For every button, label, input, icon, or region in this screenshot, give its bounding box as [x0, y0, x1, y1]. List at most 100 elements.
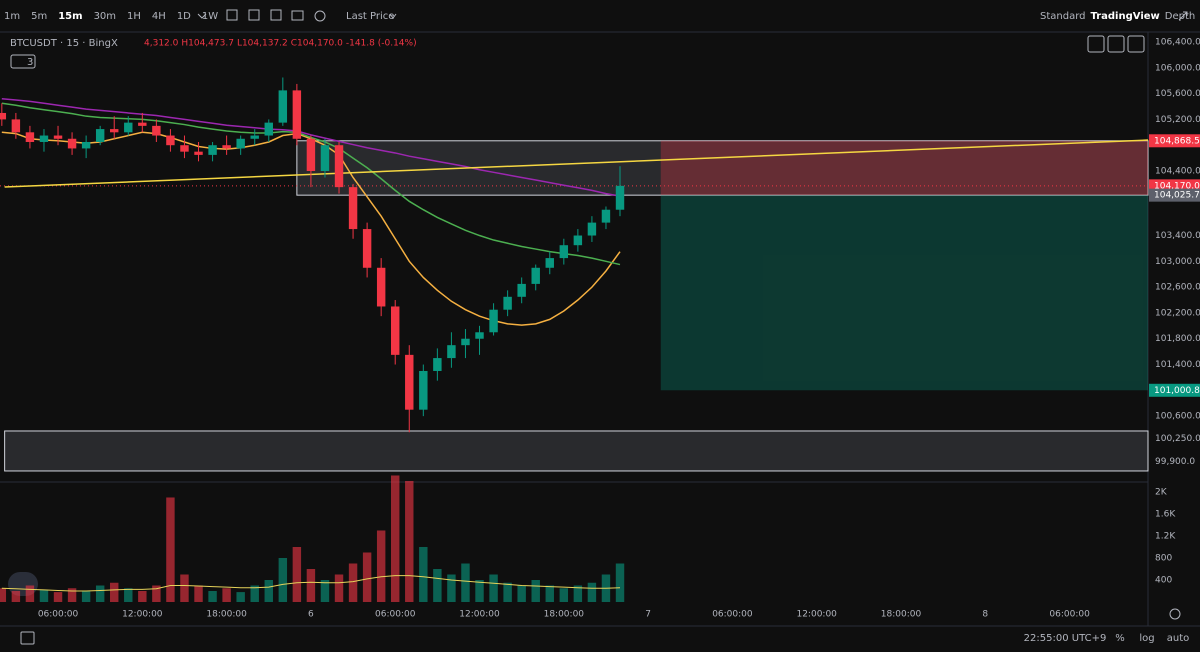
volume-bar: [39, 589, 49, 602]
price-marker: [1149, 134, 1200, 148]
reset-button[interactable]: [1127, 35, 1145, 53]
interval-button[interactable]: 1H: [127, 11, 141, 22]
candle-body: [334, 145, 344, 188]
interval-button[interactable]: 1D: [177, 11, 191, 22]
volume-bar: [110, 582, 119, 602]
candle-body: [39, 135, 49, 142]
settings-button[interactable]: [1169, 608, 1181, 620]
time-tick-label: 18:00:00: [206, 610, 247, 620]
candle-body: [348, 187, 358, 230]
ohlc-value: -141.8 (-0.14%): [346, 39, 417, 49]
volume-bar: [81, 590, 91, 602]
compare-button[interactable]: [270, 9, 282, 21]
ohlc-value: L104,137.2: [237, 39, 288, 49]
interval-button[interactable]: 30m: [94, 11, 116, 22]
time-tick-label: 6: [308, 610, 314, 620]
candle-body: [587, 222, 597, 236]
volume-ma-line: [1, 575, 621, 592]
volume-bar: [433, 568, 442, 602]
candle-body: [573, 235, 583, 246]
trend-line: [4, 139, 1149, 188]
candle-body: [25, 132, 35, 142]
candle-body: [559, 245, 569, 259]
candle-body: [615, 185, 625, 210]
volume-tick-label: 800: [1155, 553, 1172, 563]
interval-button[interactable]: 15m: [58, 11, 82, 22]
interval-dropdown[interactable]: [197, 13, 207, 19]
scale-button[interactable]: auto: [1167, 633, 1190, 644]
candle-body: [489, 309, 498, 333]
candle-body: [95, 129, 105, 142]
undo-button[interactable]: [314, 10, 326, 22]
candle-body: [419, 370, 428, 410]
symbol: BTCUSDT · 15 · BingX: [10, 38, 118, 49]
price-tick-label: 103,400.0: [1155, 231, 1200, 241]
price-tick-label: 100,600.0: [1155, 412, 1200, 422]
candle-body: [461, 338, 470, 346]
range-box: [296, 140, 1149, 196]
price-type[interactable]: Last Price: [346, 11, 394, 22]
scroll-down-button[interactable]: [1087, 35, 1105, 53]
interval-button[interactable]: 5m: [31, 11, 47, 22]
candle-body: [447, 345, 456, 359]
volume-bar: [250, 585, 259, 602]
volume-bar: [615, 563, 625, 602]
price-marker-label: 104,170.0: [1154, 181, 1200, 191]
volume-bar: [587, 582, 597, 602]
volume-bar: [376, 530, 386, 602]
candle-body: [67, 138, 77, 149]
interval-button[interactable]: 4H: [152, 11, 166, 22]
snapshot-button[interactable]: [291, 10, 304, 21]
ohlc-value: 4,312.0: [144, 39, 179, 49]
layout-button[interactable]: TradingView: [1091, 11, 1160, 22]
candle-body: [110, 129, 119, 133]
volume-bar: [95, 585, 105, 602]
price-marker-label: 101,000.8: [1154, 386, 1200, 396]
volume-bar: [208, 590, 217, 602]
price-marker-label: 104,868.5: [1154, 136, 1200, 146]
price-tick-label: 99,900.0: [1155, 457, 1195, 467]
price-tick-label: 105,600.0: [1155, 89, 1200, 99]
volume-bar: [545, 585, 554, 602]
candle-body: [194, 151, 203, 155]
volume-bar: [320, 579, 330, 602]
time-tick-label: 06:00:00: [38, 610, 79, 620]
status-time: 22:55:00 UTC+9: [1024, 633, 1107, 644]
interval-button[interactable]: 1W: [202, 11, 218, 22]
candle-body: [503, 296, 512, 310]
candle-body: [531, 267, 540, 284]
maximize-button[interactable]: [1107, 35, 1125, 53]
volume-bar: [194, 585, 203, 602]
price-tick-label: 103,000.0: [1155, 257, 1200, 267]
volume-bar: [348, 563, 358, 602]
volume-bar: [405, 480, 414, 602]
price-tick-label: 102,600.0: [1155, 283, 1200, 293]
candle-body: [405, 354, 414, 410]
price-type-dropdown[interactable]: [389, 13, 397, 19]
volume-bar: [573, 585, 583, 602]
calendar-button[interactable]: [20, 631, 35, 645]
ohlc-value: C104,170.0: [291, 39, 343, 49]
candle-body: [138, 122, 147, 126]
indicator-toggle[interactable]: [10, 54, 36, 69]
volume-bar: [503, 582, 512, 602]
candle-body: [152, 125, 161, 136]
scale-button[interactable]: %: [1115, 633, 1125, 644]
price-tick-label: 106,400.0: [1155, 37, 1200, 47]
interval-button[interactable]: 1m: [4, 11, 20, 22]
price-tick-label: 104,400.0: [1155, 167, 1200, 177]
candle-body: [11, 119, 21, 133]
indicator-count[interactable]: 3: [27, 57, 33, 68]
time-tick-label: 06:00:00: [712, 610, 753, 620]
candle-body: [362, 229, 372, 268]
layout-button[interactable]: Standard: [1040, 11, 1086, 22]
ohlc-value: H104,473.7: [181, 39, 234, 49]
fullscreen-button[interactable]: [1178, 11, 1188, 21]
volume-bar: [166, 497, 175, 602]
bar-style-button[interactable]: [226, 9, 238, 21]
layout-button[interactable]: Depth: [1165, 11, 1195, 22]
time-tick-label: 18:00:00: [881, 610, 922, 620]
volume-bar: [475, 579, 484, 602]
indicators-button[interactable]: [248, 9, 260, 21]
scale-button[interactable]: log: [1139, 633, 1154, 644]
